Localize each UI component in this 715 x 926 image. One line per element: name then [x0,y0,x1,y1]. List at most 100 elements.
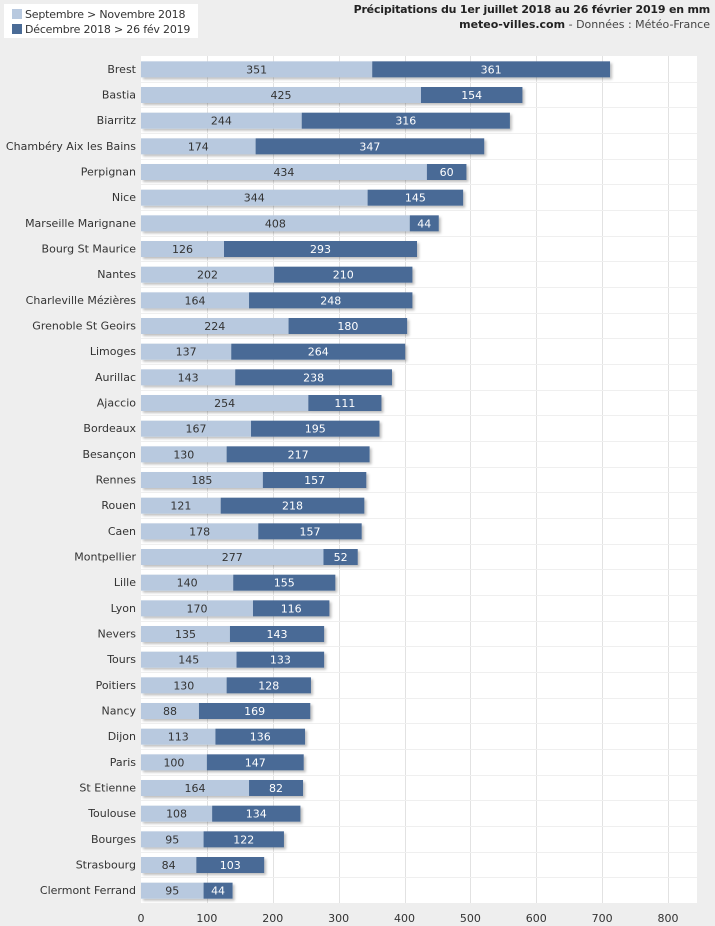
bar-series-1[interactable] [141,857,197,873]
bar-group[interactable] [141,574,336,591]
bar-group[interactable] [141,780,304,796]
bar-series-1[interactable] [141,497,221,514]
bar-series-2[interactable] [249,780,304,796]
bar-series-1[interactable] [141,292,250,309]
bar-group[interactable] [141,87,523,103]
bar-series-1[interactable] [141,831,204,848]
bar-group[interactable] [141,420,380,437]
bar-series-2[interactable] [215,728,306,745]
bar-series-1[interactable] [141,651,237,668]
bar-series-2[interactable] [235,369,392,386]
bar-group[interactable] [141,857,265,873]
bar-series-1[interactable] [141,780,250,796]
bar-series-2[interactable] [323,549,358,565]
bar-series-1[interactable] [141,87,421,103]
bar-group[interactable] [141,189,464,206]
bar-series-2[interactable] [251,420,380,437]
bar-series-1[interactable] [141,626,230,642]
bar-series-2[interactable] [367,189,464,206]
bar-series-1[interactable] [141,728,216,745]
bar-series-2[interactable] [220,497,365,514]
bar-group[interactable] [141,728,306,745]
bar-group[interactable] [141,215,439,232]
bar-series-2[interactable] [196,857,265,873]
bar-group[interactable] [141,651,325,668]
bar-group[interactable] [141,523,362,540]
bar-series-2[interactable] [231,343,406,360]
bar-group[interactable] [141,677,311,694]
bar-series-2[interactable] [249,292,413,309]
bar-series-2[interactable] [255,138,485,155]
bar-series-1[interactable] [141,446,227,463]
bar-series-1[interactable] [141,61,373,78]
bar-series-1[interactable] [141,241,225,257]
bar-group[interactable] [141,343,406,360]
bar-group[interactable] [141,831,284,848]
bar-group[interactable] [141,61,611,78]
bar-series-2[interactable] [203,882,233,899]
bar-series-2[interactable] [308,395,382,411]
bar-group[interactable] [141,292,413,309]
bar-series-2[interactable] [229,626,325,642]
bar-group[interactable] [141,703,311,719]
bar-group[interactable] [141,472,367,488]
bar-group[interactable] [141,138,485,155]
bar-series-2[interactable] [409,215,439,232]
bar-group[interactable] [141,626,325,642]
bar-series-2[interactable] [203,831,284,848]
bar-series-1[interactable] [141,754,207,771]
bar-series-1[interactable] [141,472,263,488]
bar-series-1[interactable] [141,677,227,694]
bar-series-1[interactable] [141,343,232,360]
bar-series-2[interactable] [198,703,311,719]
bar-series-2[interactable] [301,112,510,129]
bar-series-2[interactable] [206,754,304,771]
bar-series-2[interactable] [420,87,523,103]
bar-group[interactable] [141,882,233,899]
bar-series-2[interactable] [252,600,330,617]
bar-series-1[interactable] [141,805,213,822]
bar-group[interactable] [141,164,467,180]
bar-series-2[interactable] [262,472,367,488]
bar-series-2[interactable] [233,574,336,591]
bar-series-1[interactable] [141,318,289,334]
bar-series-1[interactable] [141,138,256,155]
legend-item-series-1[interactable]: Septembre > Novembre 2018 [12,8,185,22]
bar-group[interactable] [141,241,418,257]
bar-group[interactable] [141,369,392,386]
bar-series-2[interactable] [226,677,311,694]
bar-series-1[interactable] [141,189,368,206]
bar-series-2[interactable] [274,266,413,283]
bar-series-2[interactable] [258,523,362,540]
bar-series-1[interactable] [141,164,427,180]
bar-series-2[interactable] [288,318,408,334]
bar-series-1[interactable] [141,703,199,719]
bar-group[interactable] [141,549,358,565]
bar-series-1[interactable] [141,112,302,129]
bar-series-2[interactable] [224,241,418,257]
bar-series-1[interactable] [141,882,204,899]
legend-item-series-2[interactable]: Décembre 2018 > 26 fév 2019 [12,23,190,37]
bar-series-1[interactable] [141,600,253,617]
bar-group[interactable] [141,318,408,334]
bar-group[interactable] [141,600,330,617]
bar-series-1[interactable] [141,369,236,386]
bar-series-2[interactable] [212,805,301,822]
bar-series-1[interactable] [141,215,410,232]
bar-group[interactable] [141,805,301,822]
bar-series-2[interactable] [372,61,611,78]
bar-series-1[interactable] [141,395,309,411]
bar-series-2[interactable] [236,651,325,668]
bar-group[interactable] [141,446,370,463]
bar-group[interactable] [141,497,365,514]
bar-series-1[interactable] [141,420,252,437]
bar-series-1[interactable] [141,523,259,540]
bar-series-1[interactable] [141,574,234,591]
bar-group[interactable] [141,266,413,283]
bar-series-1[interactable] [141,266,275,283]
bar-series-2[interactable] [426,164,467,180]
bar-group[interactable] [141,112,510,129]
bar-series-1[interactable] [141,549,324,565]
site-name[interactable]: meteo-villes.com [459,18,566,31]
bar-group[interactable] [141,395,382,411]
